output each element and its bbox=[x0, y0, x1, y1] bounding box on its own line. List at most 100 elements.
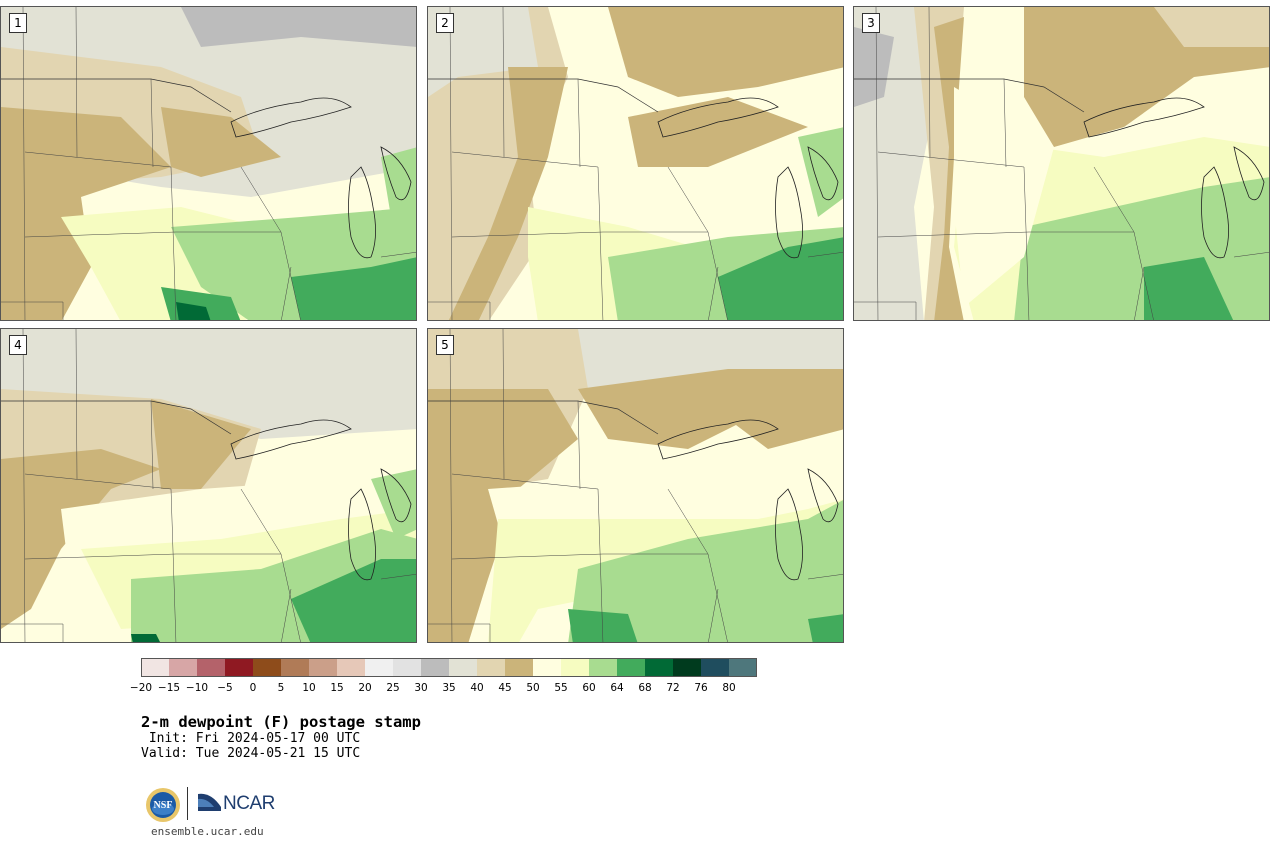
colorbar-swatch bbox=[281, 658, 309, 677]
state-boundary bbox=[807, 252, 843, 258]
state-boundary bbox=[708, 588, 719, 642]
colorbar bbox=[141, 658, 757, 677]
state-boundary bbox=[707, 231, 728, 320]
colorbar-tick-label: −15 bbox=[157, 682, 181, 694]
state-boundary bbox=[449, 329, 453, 642]
ncar-logo-text: NCAR bbox=[223, 793, 275, 814]
dewpoint-region bbox=[1, 107, 171, 320]
state-boundary bbox=[597, 488, 604, 642]
dewpoint-region bbox=[151, 399, 251, 489]
state-boundary bbox=[240, 488, 282, 555]
dewpoint-region bbox=[954, 87, 1054, 307]
colorbar-tick-label: 20 bbox=[358, 682, 372, 694]
state-boundary bbox=[75, 7, 78, 158]
dewpoint-map-4 bbox=[1, 329, 416, 642]
state-boundary bbox=[451, 151, 599, 168]
lake-michigan-outline bbox=[775, 488, 803, 581]
dewpoint-region bbox=[568, 500, 843, 642]
dewpoint-region bbox=[578, 369, 843, 449]
lake-michigan-outline bbox=[775, 166, 803, 259]
state-boundary bbox=[22, 329, 26, 642]
dewpoint-region bbox=[291, 559, 416, 642]
dewpoint-region bbox=[1154, 7, 1269, 47]
state-boundary bbox=[380, 252, 416, 258]
dewpoint-region bbox=[808, 614, 843, 642]
map-panel-4: 4 bbox=[0, 328, 417, 643]
lake-superior-outline bbox=[230, 419, 352, 460]
colorbar-swatch bbox=[421, 658, 449, 677]
map-panel-2: 2 bbox=[427, 6, 844, 321]
state-boundary bbox=[170, 166, 177, 320]
lake-huron-outline bbox=[380, 468, 412, 523]
dewpoint-region bbox=[568, 609, 638, 642]
colorbar-tick-label: 35 bbox=[442, 682, 456, 694]
state-boundary bbox=[667, 166, 709, 233]
valid-time: Valid: Tue 2024-05-21 15 UTC bbox=[141, 746, 361, 761]
state-boundary bbox=[24, 231, 177, 238]
colorbar-swatch bbox=[701, 658, 729, 677]
colorbar-swatch bbox=[729, 658, 757, 677]
state-boundary bbox=[807, 574, 843, 580]
lake-michigan-outline bbox=[348, 166, 376, 259]
logo-divider bbox=[187, 787, 188, 820]
colorbar-tick-label: 30 bbox=[414, 682, 428, 694]
dewpoint-map-3 bbox=[854, 7, 1269, 320]
colorbar-tick-label: −20 bbox=[129, 682, 153, 694]
colorbar-swatch bbox=[617, 658, 645, 677]
state-boundary bbox=[1, 301, 64, 320]
lake-michigan-outline bbox=[348, 488, 376, 581]
colorbar-swatch bbox=[449, 658, 477, 677]
state-boundary bbox=[1, 623, 64, 642]
colorbar-tick-label: 25 bbox=[386, 682, 400, 694]
dewpoint-region bbox=[176, 302, 211, 320]
colorbar-tick-label: 40 bbox=[470, 682, 484, 694]
dewpoint-region bbox=[798, 127, 843, 217]
state-boundary bbox=[1023, 166, 1030, 320]
state-boundary bbox=[667, 488, 709, 555]
state-boundary bbox=[502, 329, 505, 480]
state-boundary bbox=[150, 78, 154, 168]
state-boundary bbox=[875, 7, 879, 320]
colorbar-tick-label: 55 bbox=[554, 682, 568, 694]
state-boundary bbox=[577, 78, 581, 168]
dewpoint-region bbox=[1144, 257, 1234, 320]
page-title: 2-m dewpoint (F) postage stamp bbox=[141, 713, 421, 731]
state-boundary bbox=[1093, 166, 1135, 233]
nsf-logo-text: NSF bbox=[154, 800, 173, 811]
state-boundary bbox=[707, 553, 728, 642]
init-time: Init: Fri 2024-05-17 00 UTC bbox=[141, 731, 361, 746]
dewpoint-region bbox=[628, 97, 808, 167]
colorbar-tick-label: 50 bbox=[526, 682, 540, 694]
dewpoint-region bbox=[608, 7, 843, 97]
state-boundary bbox=[854, 301, 917, 320]
nsf-logo-icon: NSF bbox=[146, 788, 180, 822]
colorbar-tick-label: 64 bbox=[610, 682, 624, 694]
dewpoint-region bbox=[291, 257, 416, 320]
dewpoint-region bbox=[131, 634, 160, 642]
dewpoint-region bbox=[1, 449, 161, 629]
lake-superior-outline bbox=[230, 97, 352, 138]
state-boundary bbox=[1134, 266, 1145, 320]
dewpoint-map-5 bbox=[428, 329, 843, 642]
lake-superior-outline bbox=[1083, 97, 1205, 138]
map-panel-1: 1 bbox=[0, 6, 417, 321]
state-boundary bbox=[22, 7, 26, 320]
border-line bbox=[428, 400, 659, 435]
state-boundary bbox=[451, 553, 604, 560]
dewpoint-region bbox=[371, 469, 416, 539]
colorbar-tick-label: 68 bbox=[638, 682, 652, 694]
lake-superior-outline bbox=[657, 419, 779, 460]
map-panel-3: 3 bbox=[853, 6, 1270, 321]
colorbar-swatch bbox=[533, 658, 561, 677]
lake-superior-outline bbox=[657, 97, 779, 138]
colorbar-tick-label: 5 bbox=[277, 682, 285, 694]
colorbar-swatch bbox=[225, 658, 253, 677]
colorbar-tick-label: −10 bbox=[185, 682, 209, 694]
colorbar-swatch bbox=[561, 658, 589, 677]
state-boundary bbox=[597, 166, 604, 320]
state-boundary bbox=[877, 231, 1030, 238]
colorbar-swatch bbox=[309, 658, 337, 677]
website-url: ensemble.ucar.edu bbox=[151, 825, 264, 838]
dewpoint-region bbox=[718, 237, 843, 320]
colorbar-frame bbox=[141, 658, 757, 677]
